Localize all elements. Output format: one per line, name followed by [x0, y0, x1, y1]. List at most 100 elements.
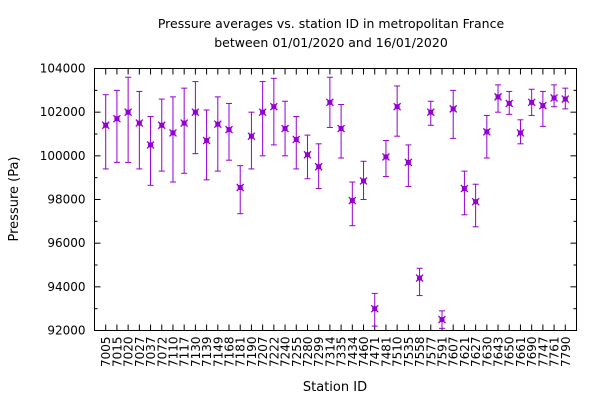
data-point-cross-b [527, 98, 536, 107]
x-tick-label: 7790 [559, 337, 573, 368]
data-point-cross-b [381, 152, 390, 161]
x-tick-label: 7149 [211, 337, 225, 368]
x-tick-label: 7027 [133, 337, 147, 368]
x-tick-label: 7110 [166, 337, 180, 368]
y-tick-label: 100000 [40, 149, 86, 163]
x-tick-label: 7460 [357, 337, 371, 368]
data-point-cross-b [415, 274, 424, 283]
data-point-cross-b [112, 114, 121, 123]
data-point-cross-b [191, 108, 200, 117]
data-point-cross-b [370, 304, 379, 313]
data-point-cross-b [538, 101, 547, 110]
x-tick-label: 7299 [312, 337, 326, 368]
x-tick-label: 7335 [335, 337, 349, 368]
y-axis-label: Pressure (Pa) [7, 156, 22, 241]
data-point-cross-b [348, 196, 357, 205]
data-point-cross-b [135, 119, 144, 128]
data-point-cross-b [494, 92, 502, 101]
data-series [101, 76, 570, 329]
x-tick-label: 7005 [99, 337, 113, 368]
x-tick-label: 7535 [402, 337, 416, 368]
x-tick-label: 7020 [122, 337, 136, 368]
x-tick-label: 7255 [290, 337, 304, 368]
x-tick-label: 7190 [245, 337, 259, 368]
data-point-cross-b [225, 125, 233, 134]
x-tick-label: 7627 [469, 337, 483, 368]
x-axis-label: Station ID [303, 380, 367, 395]
x-tick-label: 7181 [234, 337, 248, 368]
data-point-cross-b [550, 94, 559, 102]
data-point-cross-b [561, 95, 570, 104]
x-tick-label: 7072 [155, 337, 169, 368]
x-tick-label: 7139 [200, 337, 214, 368]
x-tick-label: 7037 [144, 337, 158, 368]
x-tick-label: 7130 [189, 337, 203, 368]
chart-subtitle: between 01/01/2020 and 16/01/2020 [214, 35, 448, 50]
y-tick-label: 104000 [40, 62, 86, 76]
y-tick-label: 92000 [47, 324, 85, 338]
x-tick-label: 7621 [458, 337, 472, 368]
x-tick-label: 7690 [525, 337, 539, 368]
data-point-cross-b [269, 102, 278, 111]
data-point-cross-b [325, 98, 334, 107]
x-tick-label: 7650 [503, 337, 517, 368]
x-tick-label: 7510 [391, 337, 405, 368]
data-point-cross-b [292, 135, 301, 144]
data-point-cross-b [359, 176, 368, 185]
data-point-cross-b [449, 104, 458, 113]
data-point-cross-b [180, 119, 189, 128]
x-tick-label: 7747 [536, 337, 550, 368]
x-tick-label: 7280 [301, 337, 315, 368]
x-tick-label: 7607 [447, 337, 461, 368]
data-point-cross-b [202, 136, 211, 145]
y-tick-label: 94000 [47, 280, 85, 294]
data-point-cross-b [438, 315, 446, 324]
data-point-cross-b [236, 183, 245, 192]
data-point-cross-b [314, 162, 323, 171]
data-point-cross-b [505, 99, 514, 108]
data-point-cross-b [404, 158, 413, 167]
x-tick-label: 7314 [323, 337, 337, 368]
y-tick-label: 98000 [47, 193, 85, 207]
x-tick-label: 7015 [110, 337, 124, 368]
x-tick-label: 7761 [548, 337, 562, 368]
x-tick-label: 7222 [267, 337, 281, 368]
x-tick-label: 7577 [424, 337, 438, 368]
chart-title: Pressure averages vs. station ID in metr… [158, 16, 505, 31]
data-point-cross-b [258, 108, 267, 117]
x-tick-label: 7207 [256, 337, 270, 368]
data-point-cross-b [303, 150, 312, 159]
data-point-cross-b [460, 184, 469, 193]
data-point-cross-b [471, 197, 480, 206]
data-point-cross-b [247, 132, 256, 141]
data-point-cross-b [169, 128, 177, 137]
x-tick-label: 7471 [368, 337, 382, 368]
x-tick-label: 7591 [435, 337, 449, 368]
plot-frame [94, 68, 577, 331]
data-point-cross-b [337, 124, 346, 133]
data-point-cross-b [101, 121, 110, 130]
y-tick-label: 96000 [47, 236, 85, 250]
x-tick-label: 7481 [379, 337, 393, 368]
x-tick-label: 7661 [514, 337, 528, 368]
x-tick-label: 7168 [223, 337, 237, 368]
data-point-cross-b [124, 108, 133, 117]
data-point-cross-b [482, 127, 491, 136]
data-point-cross-b [213, 120, 222, 129]
data-point-cross-b [157, 121, 166, 130]
data-point-cross-b [426, 108, 435, 117]
x-tick-label: 7240 [279, 337, 293, 368]
data-point-cross-b [393, 102, 402, 111]
x-tick-label: 7643 [492, 337, 506, 368]
x-tick-label: 7630 [480, 337, 494, 368]
y-tick-label: 102000 [40, 105, 86, 119]
y-axis: 92000 94000 96000 98000 100000 102000 104000 [40, 62, 577, 338]
x-tick-label: 7558 [413, 337, 427, 368]
x-tick-label: 7434 [346, 337, 360, 368]
data-point-cross-b [516, 128, 525, 137]
data-point-cross-b [146, 140, 155, 149]
data-point-cross-b [281, 124, 290, 133]
x-axis: 7005701570207027703770727110711771307139… [99, 68, 573, 368]
x-tick-label: 7117 [178, 337, 192, 368]
